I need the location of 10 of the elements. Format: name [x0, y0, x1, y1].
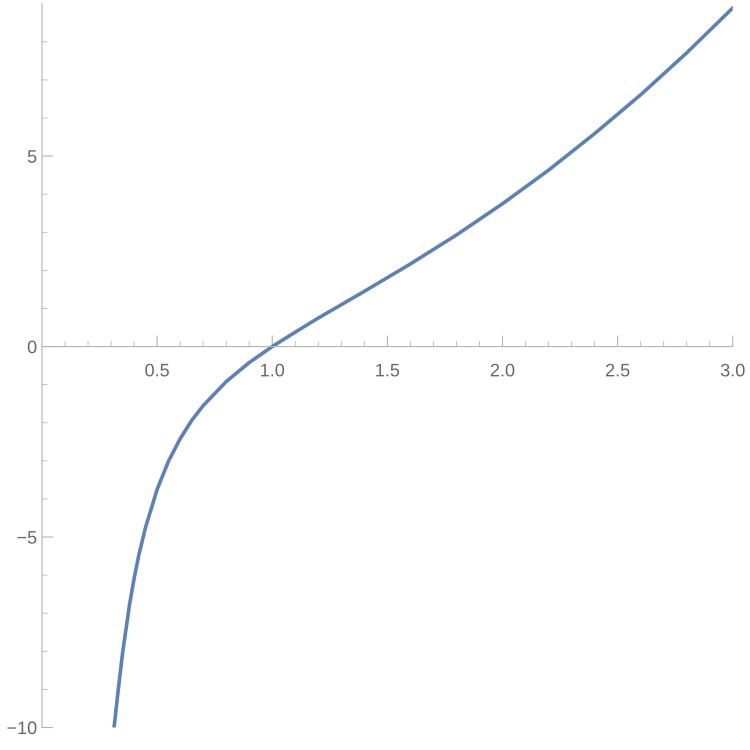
- x-tick-label: 2.0: [490, 364, 514, 377]
- x-tick-label: 1.0: [261, 364, 284, 377]
- y-tick-label: −5: [17, 531, 36, 544]
- x-tick-label: 3.0: [720, 364, 745, 377]
- y-tick-label: 0: [28, 340, 36, 354]
- y-tick-label: −10: [7, 721, 36, 734]
- x-tick-label: 1.5: [376, 364, 400, 377]
- y-tick-label: 5: [28, 150, 36, 163]
- x-tick-label: 2.5: [606, 364, 630, 377]
- x-tick-label: 0.5: [145, 364, 169, 377]
